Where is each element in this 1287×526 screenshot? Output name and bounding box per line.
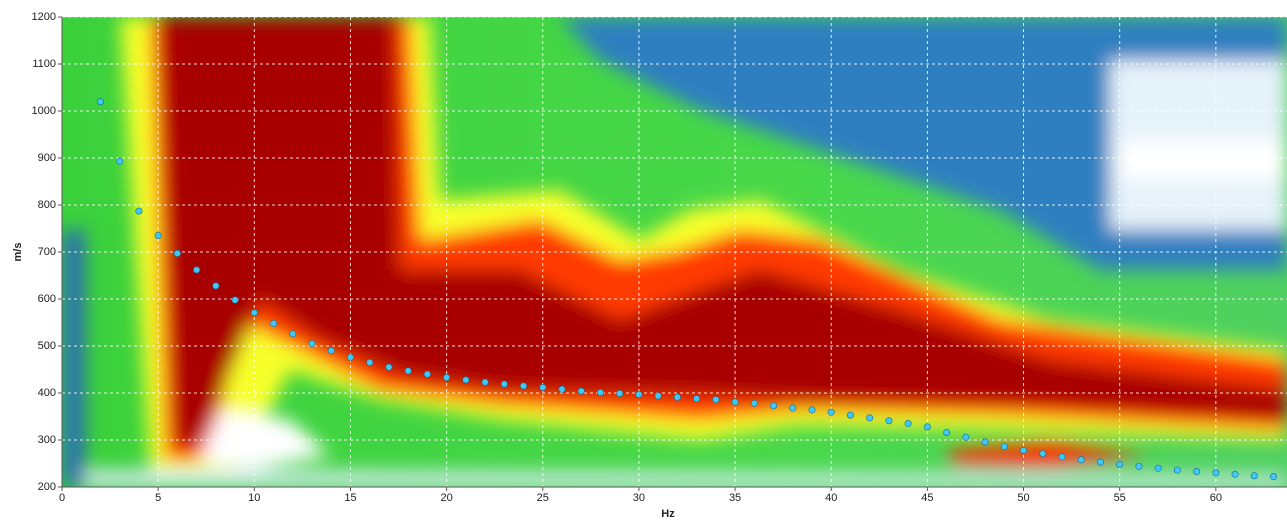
x-tick-label: 40 [825,492,837,504]
dispersion-point [558,385,566,393]
dispersion-point [1193,467,1201,475]
dispersion-point [500,380,508,388]
y-tick-label: 600 [38,293,56,305]
dispersion-point [770,402,778,410]
dispersion-point [443,373,451,381]
dispersion-point [116,157,124,165]
dispersion-image [62,17,1287,487]
x-tick-label: 35 [729,492,741,504]
dispersion-point [827,408,835,416]
x-tick-label: 30 [633,492,645,504]
y-tick-label: 800 [38,199,56,211]
dispersion-point [1135,462,1143,470]
dispersion-point [1212,469,1220,477]
y-tick-label: 1000 [32,105,56,117]
y-tick-label: 1100 [32,58,56,70]
dispersion-point [250,309,258,317]
y-tick-label: 200 [38,481,56,493]
y-tick-label: 500 [38,340,56,352]
dispersion-point [731,398,739,406]
dispersion-point [635,390,643,398]
dispersion-point [673,393,681,401]
dispersion-point [1231,470,1239,478]
dispersion-point [1020,446,1028,454]
dispersion-point [423,370,431,378]
dispersion-point [904,420,912,428]
dispersion-point [923,423,931,431]
grid [62,17,1287,487]
dispersion-point [1250,472,1258,480]
dispersion-point [1270,473,1278,481]
dispersion-point [135,207,143,215]
x-tick-label: 50 [1017,492,1029,504]
dispersion-point [154,232,162,240]
dispersion-point [1173,466,1181,474]
dispersion-point [96,98,104,106]
x-tick-label: 10 [248,492,260,504]
dispersion-point [962,433,970,441]
x-tick-label: 55 [1114,492,1126,504]
dispersion-point [750,399,758,407]
x-tick-label: 0 [59,492,65,504]
dispersion-point [808,406,816,414]
dispersion-point [212,282,220,290]
dispersion-point [1154,464,1162,472]
dispersion-point [616,389,624,397]
dispersion-point [173,249,181,257]
dispersion-point [481,378,489,386]
dispersion-point [385,363,393,371]
dispersion-point [693,395,701,403]
dispersion-point [231,296,239,304]
dispersion-point [520,382,528,390]
dispersion-point [1058,453,1066,461]
dispersion-point [885,417,893,425]
dispersion-point [270,319,278,327]
x-tick-label: 20 [440,492,452,504]
dispersion-point [462,376,470,384]
dispersion-point [308,340,316,348]
y-tick-label: 1200 [32,11,56,23]
y-tick-label: 400 [38,387,56,399]
dispersion-point [193,266,201,274]
dispersion-point [404,367,412,375]
dispersion-point [539,383,547,391]
dispersion-point [1116,460,1124,468]
dispersion-point [327,347,335,355]
dispersion-point [289,330,297,338]
x-tick-label: 25 [537,492,549,504]
x-axis-label: Hz [661,508,675,520]
dispersion-point [1000,443,1008,451]
dispersion-point [789,404,797,412]
x-tick-label: 60 [1210,492,1222,504]
dispersion-point [866,414,874,422]
y-tick-label: 300 [38,434,56,446]
dispersion-point [1077,456,1085,464]
y-axis-label: m/s [12,243,24,262]
x-tick-label: 45 [921,492,933,504]
dispersion-point [1096,458,1104,466]
dispersion-point [1039,450,1047,458]
dispersion-point [712,396,720,404]
dispersion-point [981,438,989,446]
dispersion-point [596,389,604,397]
dispersion-point [654,392,662,400]
dispersion-point [943,428,951,436]
y-tick-label: 900 [38,152,56,164]
dispersion-point [577,387,585,395]
dispersion-point [846,411,854,419]
x-tick-label: 5 [155,492,161,504]
x-tick-label: 15 [344,492,356,504]
dispersion-point [366,358,374,366]
y-tick-label: 700 [38,246,56,258]
dispersion-point [346,353,354,361]
